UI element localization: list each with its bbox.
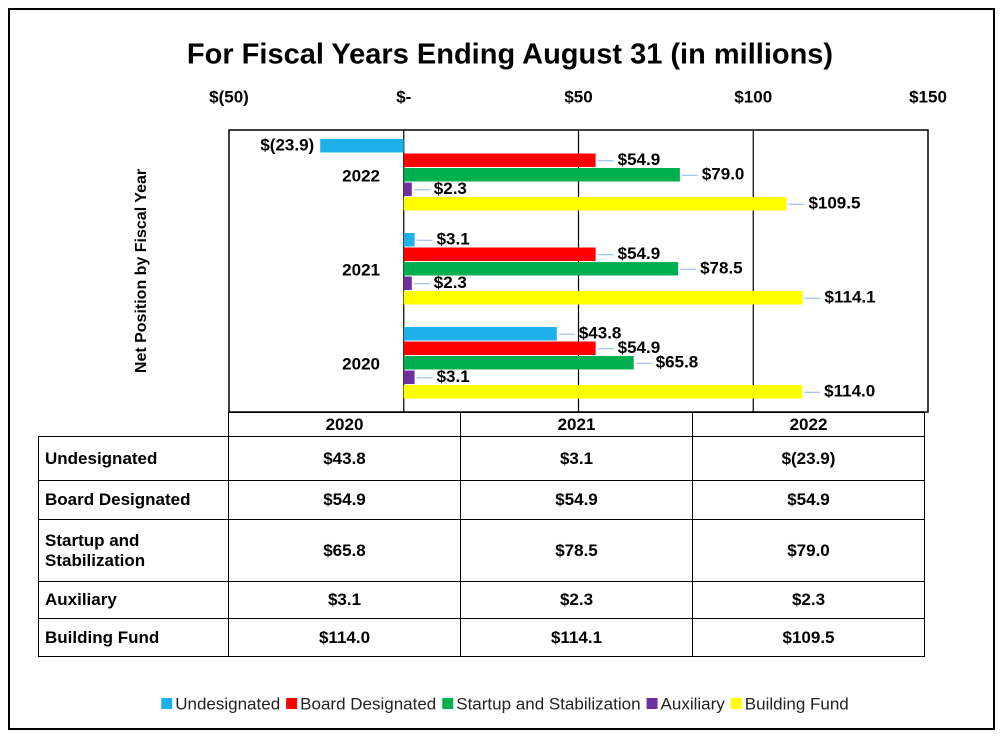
data-label: $54.9: [618, 244, 661, 263]
row-header: Auxiliary: [38, 581, 229, 619]
category-label: 2021: [342, 260, 380, 279]
bar: [403, 341, 596, 355]
category-label: 2020: [342, 354, 380, 373]
x-tick-label: $150: [909, 87, 947, 106]
bar: [403, 182, 412, 196]
table-cell: $43.8: [228, 436, 461, 481]
table-cell: $2.3: [460, 581, 693, 619]
data-label: $114.0: [824, 382, 875, 401]
frame: [8, 8, 995, 730]
table-corner: [38, 412, 229, 437]
table-cell: $54.9: [692, 480, 925, 520]
bar: [403, 247, 596, 261]
legend-swatch: [286, 698, 298, 709]
chart-title: For Fiscal Years Ending August 31 (in mi…: [187, 39, 833, 71]
data-label: $3.1: [437, 230, 470, 249]
row-header: Building Fund: [38, 618, 229, 657]
legend-swatch: [442, 698, 454, 709]
table-cell: $109.5: [692, 618, 925, 657]
table-cell: $78.5: [460, 519, 693, 582]
legend-label: Building Fund: [745, 694, 849, 713]
table-row: Auxiliary $3.1 $2.3 $2.3: [38, 581, 925, 619]
bar: [403, 291, 803, 305]
table-row: Undesignated $43.8 $3.1 $(23.9): [38, 436, 925, 481]
x-tick-label: $100: [734, 87, 772, 106]
table-cell: $2.3: [692, 581, 925, 619]
table-cell: $(23.9): [692, 436, 925, 481]
category-label: 2022: [342, 166, 380, 185]
row-header: Undesignated: [38, 436, 229, 481]
legend-swatch: [730, 698, 742, 709]
data-label: $65.8: [656, 353, 699, 372]
table-cell: $54.9: [228, 480, 461, 520]
row-header: Board Designated: [38, 480, 229, 520]
legend-swatch: [646, 698, 658, 709]
legend-label: Auxiliary: [661, 694, 726, 713]
data-label: $3.1: [437, 367, 470, 386]
x-tick-label: $-: [396, 87, 411, 106]
bar: [403, 262, 679, 276]
y-axis-title: Net Position by Fiscal Year: [133, 169, 150, 373]
data-label: $54.9: [618, 338, 661, 357]
table-row: Startup and Stabilization $65.8 $78.5 $79.0: [38, 519, 925, 582]
bar: [403, 168, 680, 182]
legend-swatch: [161, 698, 173, 709]
bar: [403, 153, 596, 167]
data-label: $54.9: [618, 150, 661, 169]
data-label: $109.5: [808, 194, 860, 213]
x-tick-label: $(50): [209, 87, 249, 106]
legend-label: Undesignated: [175, 694, 280, 713]
bar: [403, 276, 412, 290]
data-label: $79.0: [702, 165, 745, 184]
bar: [403, 385, 803, 399]
data-label: $2.3: [434, 273, 467, 292]
table-row: Building Fund $114.0 $114.1 $109.5: [38, 618, 925, 657]
column-header: 2020: [228, 412, 461, 437]
data-table: 2020 2021 2022 Undesignated $43.8 $3.1 $(23.9)…: [38, 412, 925, 657]
bar: [403, 370, 415, 384]
table-header: 2020 2021 2022: [38, 412, 925, 437]
data-label: $114.1: [825, 288, 876, 307]
table-row: Board Designated $54.9 $54.9 $54.9: [38, 480, 925, 520]
data-label: $43.8: [579, 324, 622, 343]
legend-label: Startup and Stabilization: [456, 694, 640, 713]
column-header: 2021: [460, 412, 693, 437]
bar: [403, 233, 415, 247]
table-cell: $114.0: [228, 618, 461, 657]
bar: [403, 197, 787, 211]
table-cell: $54.9: [460, 480, 693, 520]
legend-label: Board Designated: [300, 694, 436, 713]
data-label: $2.3: [434, 179, 467, 198]
data-label: $(23.9): [260, 136, 314, 155]
bar: [403, 327, 557, 341]
data-label: $78.5: [700, 259, 743, 278]
table-cell: $3.1: [228, 581, 461, 619]
bar: [403, 356, 634, 370]
table-cell: $3.1: [460, 436, 693, 481]
bar: [320, 139, 404, 153]
table-cell: $65.8: [228, 519, 461, 582]
table-cell: $114.1: [460, 618, 693, 657]
row-header: Startup and Stabilization: [38, 519, 229, 582]
table-cell: $79.0: [692, 519, 925, 582]
x-tick-label: $50: [564, 87, 592, 106]
column-header: 2022: [692, 412, 925, 437]
